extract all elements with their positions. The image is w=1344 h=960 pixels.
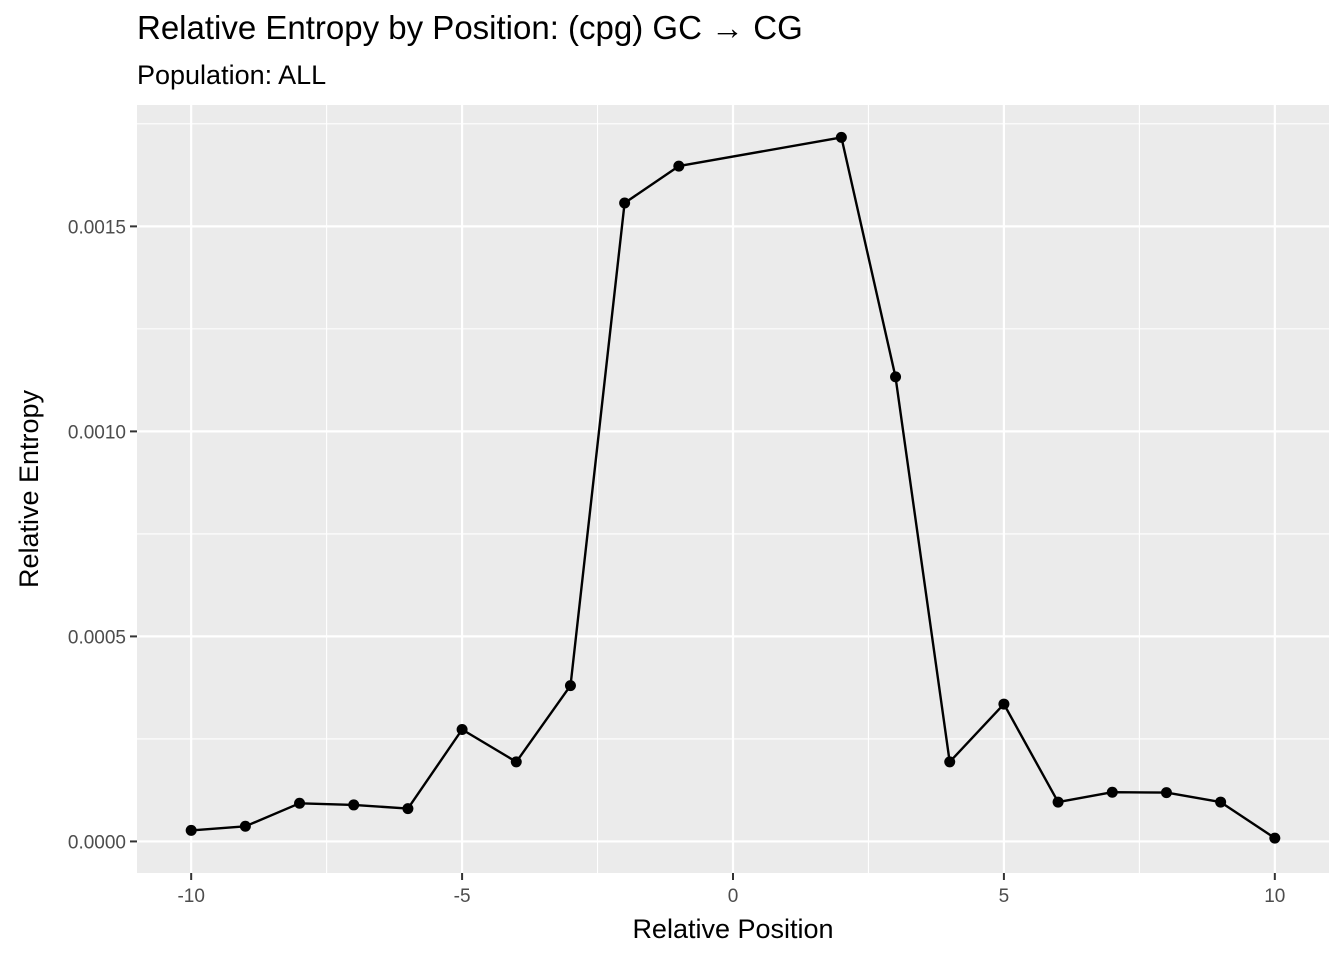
y-axis-ticks: 0.0000 0.0005 0.0010 0.0015 [68,217,137,853]
x-tick-label: 0 [728,886,739,907]
data-point [1215,796,1227,808]
x-tick-label: -10 [177,886,204,907]
major-gridlines [137,105,1329,873]
data-point [510,756,522,768]
y-tick-label: 0.0010 [68,422,126,443]
chart-title: Relative Entropy by Position: (cpg) GC →… [137,9,803,46]
x-axis-title: Relative Position [632,914,833,944]
data-point [1269,832,1281,844]
data-point [890,371,902,383]
data-point [619,197,631,209]
data-point [402,803,414,815]
data-point [998,698,1010,710]
chart-subtitle: Population: ALL [137,60,327,90]
x-tick-label: 10 [1264,886,1285,907]
data-point [835,131,847,143]
x-tick-label: -5 [454,886,471,907]
data-point [1160,787,1172,799]
data-point [294,797,306,809]
data-points [185,131,1281,844]
data-point [944,756,956,768]
y-axis-title: Relative Entropy [14,389,44,588]
x-tick-label: 5 [999,886,1010,907]
data-point [239,820,251,832]
data-point [1052,796,1064,808]
y-tick-label: 0.0015 [68,217,126,238]
data-point [185,824,197,836]
data-point [564,680,576,692]
data-point [456,723,468,735]
data-point [673,160,685,172]
data-point [1106,786,1118,798]
data-point [348,799,360,811]
x-axis-ticks: -10 -5 0 5 10 [177,873,1285,907]
y-tick-label: 0.0000 [68,832,126,853]
y-tick-label: 0.0005 [68,627,126,648]
